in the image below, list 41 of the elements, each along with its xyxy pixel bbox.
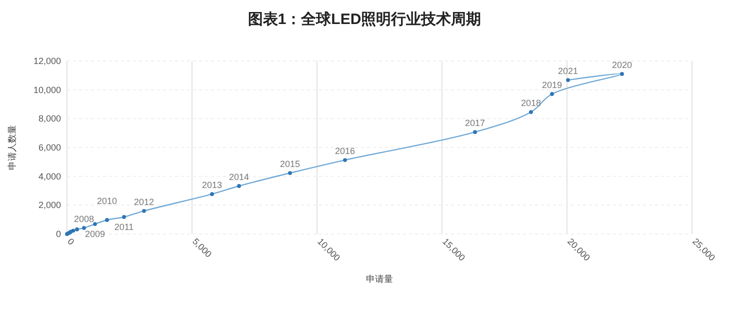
annotation: 2010 [96,196,118,206]
y-tick-label: 2,000 [38,200,61,210]
point [529,110,533,114]
point [566,78,570,82]
annotation: 2009 [84,229,106,240]
annotation: 2018 [520,98,542,108]
annotation: 2011 [114,222,134,232]
annotation: 2012 [134,196,154,207]
annotation: 2008 [74,214,94,224]
point [237,184,241,188]
annotation: 2013 [202,180,222,190]
annotation: 2020 [612,60,632,70]
y-axis-title: 申请人数量 [7,125,17,170]
chart-title: 图表1：全球LED照明行业技术周期 [248,11,482,28]
point [288,171,292,175]
point [550,92,554,96]
annotation: 2021 [558,66,578,76]
annotation: 2019 [542,80,562,90]
y-tick-label: 0 [56,229,61,239]
point [93,222,97,226]
y-tick-label: 10,000 [33,84,61,95]
y-tick-label: 6,000 [38,142,61,152]
point [105,218,109,222]
y-tick-label: 8,000 [38,114,61,124]
y-tick-label: 4,000 [38,171,61,182]
point [122,215,126,219]
x-tick-label: 0 [66,236,76,247]
point [142,208,146,213]
y-tick-label: 12,000 [33,56,61,66]
point [82,226,86,230]
point [75,227,79,232]
point [620,72,624,76]
point [473,130,477,134]
point [343,158,347,162]
point [210,192,214,196]
annotation: 2014 [228,172,250,182]
annotation: 2017 [464,118,486,128]
annotation: 2016 [334,146,356,156]
annotation: 2015 [280,159,300,170]
point [71,228,76,233]
x-axis-title: 申请量 [366,274,393,284]
